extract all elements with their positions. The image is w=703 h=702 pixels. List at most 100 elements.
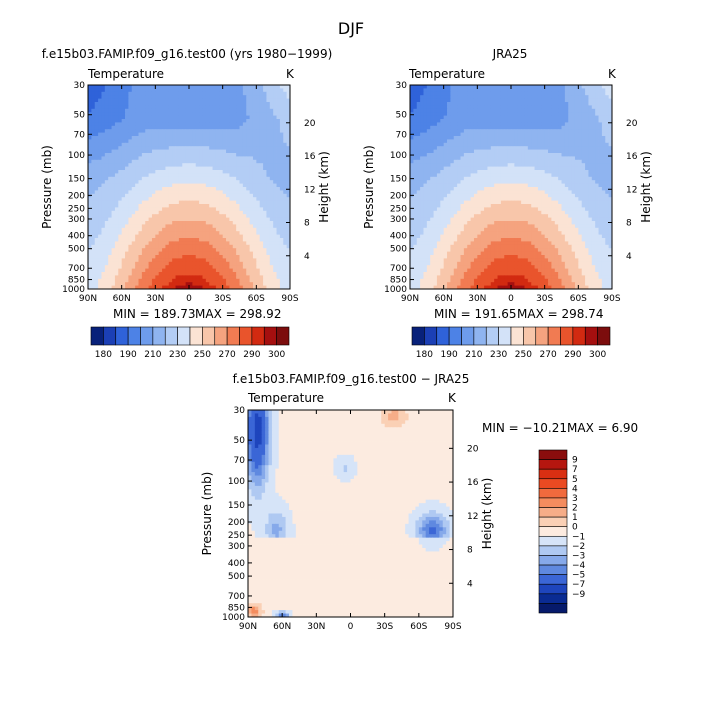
contour-cell <box>226 200 230 205</box>
contour-cell <box>195 193 200 198</box>
contour-cell <box>595 85 599 89</box>
contour-cell <box>151 190 156 195</box>
contour-cell <box>111 241 116 246</box>
contour-cell <box>521 119 525 123</box>
contour-cell <box>219 268 224 273</box>
contour-cell <box>168 166 173 171</box>
contour-cell <box>185 173 190 178</box>
contour-cell <box>276 234 281 239</box>
contour-cell <box>256 85 261 89</box>
contour-cell <box>131 98 136 103</box>
contour-cell <box>457 149 461 154</box>
contour-cell <box>108 268 112 273</box>
contour-cell <box>226 85 230 89</box>
contour-cell <box>226 159 230 164</box>
contour-cell <box>236 159 240 164</box>
contour-cell <box>118 248 123 252</box>
contour-cell <box>443 146 448 150</box>
contour-cell <box>158 272 163 276</box>
contour-cell <box>440 102 445 106</box>
contour-cell <box>141 129 146 133</box>
contour-cell <box>195 210 200 215</box>
contour-cell <box>229 248 234 252</box>
contour-cell <box>91 187 96 191</box>
contour-cell <box>94 224 99 229</box>
contour-cell <box>436 108 441 113</box>
contour-cell <box>473 146 478 150</box>
contour-cell <box>497 112 502 116</box>
contour-cell <box>500 132 505 137</box>
contour-cell <box>178 193 183 198</box>
contour-cell <box>226 153 230 157</box>
contour-cell <box>202 146 207 150</box>
contour-cell <box>484 139 488 144</box>
contour-cell <box>111 251 116 256</box>
field-label: Temperature <box>408 67 485 81</box>
contour-cell <box>162 214 166 218</box>
contour-cell <box>286 95 291 99</box>
contour-cell <box>410 98 414 103</box>
contour-cell <box>263 176 267 181</box>
contour-cell <box>172 163 176 167</box>
contour-cell <box>141 115 146 120</box>
contour-cell <box>104 163 109 167</box>
contour-cell <box>148 163 153 167</box>
contour-cell <box>239 170 244 174</box>
contour-cell <box>242 136 247 140</box>
contour-cell <box>595 112 599 116</box>
contour-cell <box>165 285 170 290</box>
contour-cell <box>222 129 227 133</box>
contour-cell <box>128 248 133 252</box>
contour-cell <box>215 197 220 201</box>
contour-cell <box>125 112 129 116</box>
contour-cell <box>158 265 163 269</box>
contour-cell <box>195 129 200 133</box>
contour-cell <box>490 142 495 147</box>
contour-cell <box>212 156 217 161</box>
contour-cell <box>430 85 434 89</box>
contour-cell <box>266 159 271 164</box>
contour-cell <box>426 149 431 154</box>
contour-cell <box>182 139 187 144</box>
contour-cell <box>182 261 187 266</box>
contour-cell <box>104 231 109 235</box>
contour-cell <box>595 108 599 113</box>
contour-cell <box>128 278 133 283</box>
contour-cell <box>219 234 224 239</box>
contour-cell <box>189 142 193 147</box>
contour-cell <box>286 217 291 222</box>
contour-cell <box>151 244 156 249</box>
contour-cell <box>205 112 210 116</box>
contour-cell <box>239 282 244 286</box>
contour-cell <box>226 180 230 184</box>
contour-cell <box>168 234 173 239</box>
contour-cell <box>192 193 197 198</box>
contour-cell <box>517 146 522 150</box>
contour-cell <box>219 129 224 133</box>
contour-cell <box>232 193 237 198</box>
contour-cell <box>195 197 200 201</box>
contour-cell <box>578 125 583 130</box>
contour-cell <box>283 156 288 161</box>
contour-cell <box>121 159 126 164</box>
contour-cell <box>108 170 112 174</box>
contour-cell <box>128 156 133 161</box>
contour-cell <box>232 272 237 276</box>
contour-cell <box>585 115 589 120</box>
contour-cell <box>249 210 254 215</box>
contour-cell <box>192 156 197 161</box>
contour-cell <box>182 112 187 116</box>
contour-cell <box>195 108 200 113</box>
contour-cell <box>286 102 291 106</box>
contour-cell <box>219 248 224 252</box>
contour-cell <box>189 210 193 215</box>
contour-cell <box>511 136 515 140</box>
contour-cell <box>591 85 596 89</box>
contour-cell <box>497 91 502 96</box>
contour-cell <box>473 122 478 127</box>
contour-cell <box>185 102 190 106</box>
contour-cell <box>202 234 207 239</box>
contour-cell <box>273 142 277 147</box>
contour-cell <box>571 88 576 93</box>
contour-cell <box>477 122 482 127</box>
